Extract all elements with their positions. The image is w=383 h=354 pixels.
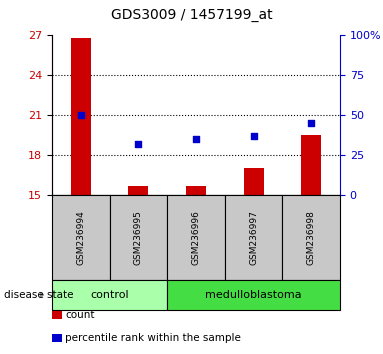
Point [250,133,257,139]
Bar [186,186,206,195]
Text: GSM236995: GSM236995 [134,210,143,265]
Point [78,112,84,118]
Text: GSM236998: GSM236998 [307,210,316,265]
Text: percentile rank within the sample: percentile rank within the sample [65,333,241,343]
Text: disease state: disease state [4,290,73,300]
Text: medulloblastoma: medulloblastoma [205,290,302,300]
Point [308,120,314,126]
Bar [301,135,321,195]
Text: control: control [90,290,129,300]
Text: count: count [65,310,95,320]
Text: GSM236997: GSM236997 [249,210,258,265]
Text: GSM236994: GSM236994 [76,210,85,265]
Point [193,136,199,142]
Bar [244,169,264,195]
Point [135,141,141,147]
Bar [71,38,91,195]
Text: GSM236996: GSM236996 [192,210,200,265]
Bar [128,185,149,195]
Polygon shape [40,292,44,298]
Text: GDS3009 / 1457199_at: GDS3009 / 1457199_at [111,8,272,22]
